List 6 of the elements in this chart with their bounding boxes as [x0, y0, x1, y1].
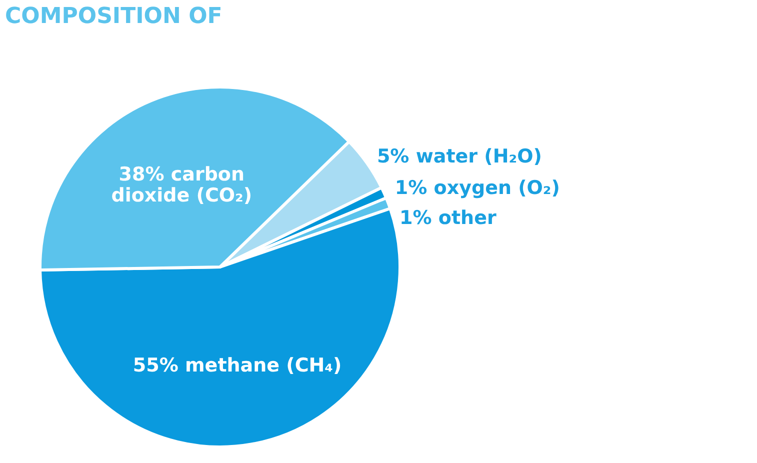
slice-label: 1% oxygen (O₂) [394, 176, 560, 199]
slice-label: 1% other [400, 206, 497, 229]
slice-label: 55% methane (CH₄) [132, 354, 342, 376]
slice-label: 38% carbon dioxide (CO₂) [111, 164, 252, 207]
chart-title: COMPOSITION OF [5, 4, 222, 29]
slice-label: 5% water (H₂O) [376, 145, 542, 168]
